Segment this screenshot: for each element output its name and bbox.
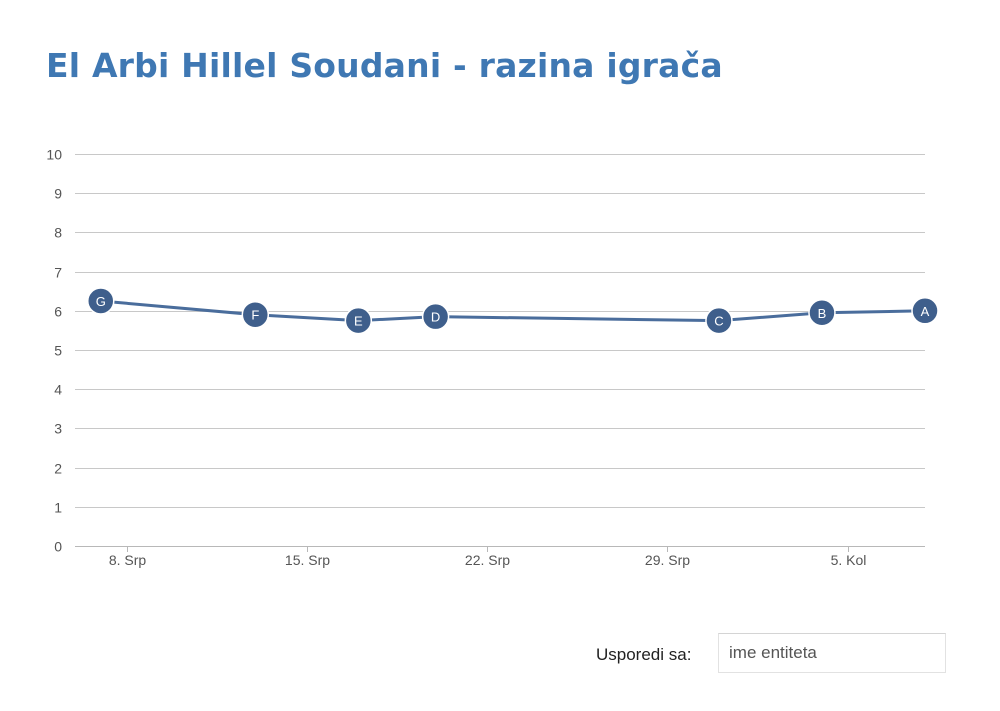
x-tick-label: 29. Srp: [645, 552, 690, 568]
data-point: [241, 300, 270, 329]
x-tick-label: 5. Kol: [831, 552, 867, 568]
compare-label: Usporedi sa:: [596, 645, 692, 664]
y-tick-label: 3: [54, 421, 62, 437]
data-point-label: B: [818, 306, 827, 321]
data-point: [344, 306, 373, 335]
data-point: [705, 306, 733, 335]
y-tick-label: 4: [54, 382, 62, 398]
y-tick-label: 5: [54, 343, 62, 359]
data-point: [808, 299, 836, 327]
data-point-label: C: [714, 314, 723, 329]
y-tick-label: 8: [54, 225, 62, 241]
page-title: El Arbi Hillel Soudani - razina igrača: [46, 46, 723, 85]
data-point: [911, 297, 939, 325]
y-tick-label: 10: [46, 147, 62, 163]
compare-entity-input[interactable]: [718, 633, 946, 673]
player-rating-chart: 0 1 2 3 4 5 6 7 8 9 10 8. Srp 15. Srp 22. Srp 29. Srp 5…: [46, 147, 939, 568]
data-point: [87, 287, 115, 315]
data-point: [421, 302, 450, 331]
y-tick-label: 9: [54, 186, 62, 202]
x-tick-label: 8. Srp: [109, 552, 147, 568]
data-point-label: G: [96, 294, 106, 309]
y-tick-label: 6: [54, 304, 62, 320]
x-tick-label: 22. Srp: [465, 552, 510, 568]
data-point-label: A: [921, 304, 930, 319]
data-point-label: E: [354, 314, 363, 329]
x-tick-label: 15. Srp: [285, 552, 330, 568]
data-point-label: D: [431, 310, 440, 325]
y-tick-label: 7: [54, 265, 62, 281]
series-line: [100, 299, 926, 323]
y-tick-label: 2: [54, 461, 62, 477]
data-point-label: F: [251, 308, 259, 323]
y-tick-label: 1: [54, 500, 62, 516]
y-tick-label: 0: [54, 539, 62, 555]
